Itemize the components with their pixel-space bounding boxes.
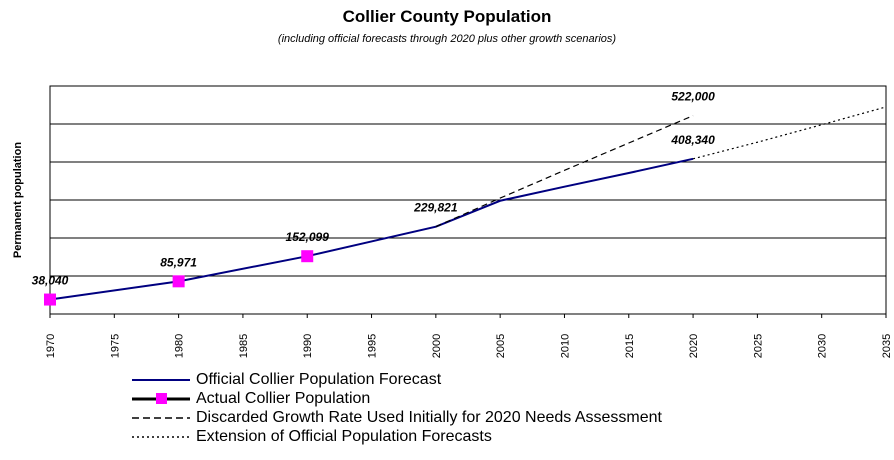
data-label: 229,821 (413, 201, 458, 215)
x-tick-label: 2000 (431, 334, 443, 358)
data-label: 408,340 (670, 133, 715, 147)
series-line (692, 106, 887, 160)
data-label: 85,971 (160, 255, 197, 269)
line-chart: 38,040 85,971 152,099 229,821 408,340 522,000… (12, 85, 893, 358)
legend-label: Actual Collier Population (196, 390, 371, 407)
chart-title: Collier County Population (342, 7, 552, 26)
x-tick-label: 2030 (817, 334, 829, 358)
legend-label: Discarded Growth Rate Used Initially for… (196, 409, 662, 426)
y-axis-label: Permanent population (12, 142, 24, 258)
chart-subtitle: (including official forecasts through 20… (277, 33, 617, 45)
x-tick-label: 1990 (302, 334, 314, 358)
data-point-marker (172, 275, 185, 288)
legend-swatch-dashed-line (132, 417, 190, 419)
legend-swatch-dotted-line (132, 436, 190, 438)
data-label: 522,000 (671, 90, 715, 104)
data-label: 152,099 (286, 230, 330, 244)
x-tick-label: 1975 (109, 334, 121, 358)
x-tick-label: 2005 (495, 334, 507, 358)
series-line (435, 115, 694, 228)
legend-label: Extension of Official Population Forecas… (196, 428, 492, 445)
data-point-marker (301, 250, 314, 263)
x-tick-label: 2015 (624, 334, 636, 358)
x-tick-label: 2020 (688, 334, 700, 358)
x-tick-label: 1970 (45, 334, 57, 358)
legend-swatch-solid-line (132, 379, 190, 381)
legend-label: Official Collier Population Forecast (196, 371, 442, 388)
x-tick-label: 2035 (881, 334, 893, 358)
x-tick-label: 1995 (367, 334, 379, 358)
x-tick-label: 1980 (174, 334, 186, 358)
data-point-marker (44, 293, 56, 306)
data-label: 38,040 (32, 274, 69, 288)
x-tick-label: 2010 (559, 334, 571, 358)
x-tick-label: 1985 (238, 334, 250, 358)
x-tick-label: 2025 (752, 334, 764, 358)
legend-swatch-marker-line (132, 393, 190, 404)
